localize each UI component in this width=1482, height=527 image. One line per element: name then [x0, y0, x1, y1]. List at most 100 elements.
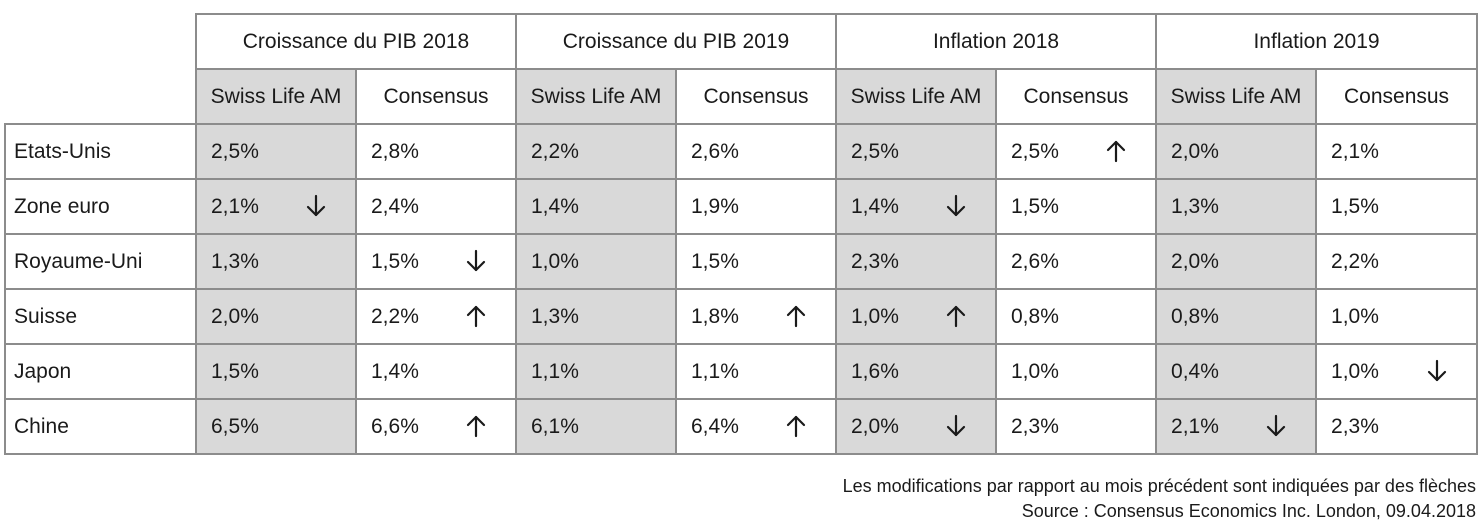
- value-text: 1,3%: [1171, 194, 1219, 218]
- value-text: 1,1%: [691, 359, 739, 383]
- sub-header-row: Swiss Life AM Consensus Swiss Life AM Co…: [5, 68, 1479, 125]
- sub-header-consensus: Consensus: [675, 68, 837, 125]
- arrow-up-icon: [466, 415, 486, 438]
- sub-header-swisslife: Swiss Life AM: [195, 68, 357, 125]
- value-text: 2,1%: [1171, 414, 1219, 438]
- value-cell: 1,9%: [675, 178, 837, 235]
- value-text: 1,3%: [531, 304, 579, 328]
- value-cell: 1,0%: [1315, 288, 1479, 345]
- value-text: 1,1%: [531, 359, 579, 383]
- value-cell: 2,2%: [355, 288, 517, 345]
- footnotes: Les modifications par rapport au mois pr…: [843, 474, 1476, 524]
- table-row: Japon 1,5% 1,4% 1,1% 1,1% 1,6% 1,0% 0,4% 1,0%: [4, 343, 1479, 400]
- value-text: 2,3%: [1011, 414, 1059, 438]
- arrow-down-icon: [466, 249, 486, 272]
- value-cell: 6,5%: [195, 398, 357, 455]
- row-label: Japon: [4, 343, 197, 400]
- forecast-table: Croissance du PIB 2018 Croissance du PIB…: [4, 13, 1479, 455]
- row-label: Suisse: [4, 288, 197, 345]
- value-text: 2,0%: [851, 414, 899, 438]
- value-cell: 1,0%: [994, 343, 1158, 400]
- value-text: 6,6%: [371, 414, 419, 438]
- group-header: Croissance du PIB 2018: [195, 13, 517, 70]
- sub-header-consensus: Consensus: [355, 68, 517, 125]
- value-text: 1,4%: [851, 194, 899, 218]
- row-label: Royaume-Uni: [4, 233, 197, 290]
- arrow-down-icon: [946, 194, 966, 217]
- value-cell: 2,3%: [835, 233, 997, 290]
- value-cell: 1,5%: [675, 233, 837, 290]
- value-cell: 2,5%: [994, 123, 1158, 180]
- table-row: Chine 6,5% 6,6% 6,1% 6,4% 2,0% 2,3% 2,1% 2,3%: [4, 398, 1479, 455]
- value-text: 6,5%: [211, 414, 259, 438]
- value-cell: 1,5%: [195, 343, 357, 400]
- value-text: 0,8%: [1011, 304, 1059, 328]
- value-cell: 1,0%: [835, 288, 997, 345]
- arrow-note: Les modifications par rapport au mois pr…: [842, 476, 1476, 496]
- row-label: Chine: [4, 398, 197, 455]
- row-label: Zone euro: [4, 178, 197, 235]
- value-text: 1,3%: [211, 249, 259, 273]
- arrow-up-icon: [946, 305, 966, 328]
- value-text: 2,6%: [691, 139, 739, 163]
- sub-header-consensus: Consensus: [1315, 68, 1479, 125]
- value-cell: 0,4%: [1155, 343, 1318, 400]
- value-cell: 1,1%: [515, 343, 677, 400]
- value-cell: 2,1%: [195, 178, 357, 235]
- arrow-up-icon: [1106, 140, 1126, 163]
- value-cell: 1,0%: [515, 233, 677, 290]
- value-cell: 6,6%: [355, 398, 517, 455]
- arrow-up-icon: [786, 415, 806, 438]
- arrow-up-icon: [786, 305, 806, 328]
- value-text: 2,2%: [1331, 249, 1379, 273]
- sub-header-swisslife: Swiss Life AM: [515, 68, 677, 125]
- value-cell: 2,0%: [195, 288, 357, 345]
- table-row: Suisse 2,0% 2,2% 1,3% 1,8% 1,0% 0,8% 0,8% 1,0%: [4, 288, 1479, 345]
- value-text: 2,5%: [1011, 139, 1059, 163]
- value-cell: 6,1%: [515, 398, 677, 455]
- value-text: 2,5%: [211, 139, 259, 163]
- sub-header-consensus: Consensus: [994, 68, 1158, 125]
- value-text: 2,3%: [1331, 414, 1379, 438]
- group-header: Inflation 2019: [1155, 13, 1479, 70]
- sub-header-swisslife: Swiss Life AM: [1155, 68, 1318, 125]
- value-cell: 1,4%: [355, 343, 517, 400]
- value-cell: 2,1%: [1155, 398, 1318, 455]
- value-cell: 1,0%: [1315, 343, 1479, 400]
- value-cell: 2,6%: [994, 233, 1158, 290]
- value-cell: 1,4%: [515, 178, 677, 235]
- value-cell: 2,0%: [1155, 123, 1318, 180]
- value-text: 2,6%: [1011, 249, 1059, 273]
- value-cell: 6,4%: [675, 398, 837, 455]
- value-text: 2,1%: [211, 194, 259, 218]
- value-text: 2,2%: [371, 304, 419, 328]
- value-text: 1,9%: [691, 194, 739, 218]
- table-row: Royaume-Uni 1,3% 1,5% 1,0% 1,5% 2,3% 2,6% 2,0% 2…: [4, 233, 1479, 290]
- value-text: 1,4%: [371, 359, 419, 383]
- value-text: 1,5%: [1011, 194, 1059, 218]
- arrow-down-icon: [306, 194, 326, 217]
- value-cell: 2,5%: [195, 123, 357, 180]
- arrow-down-icon: [946, 414, 966, 437]
- value-text: 2,8%: [371, 139, 419, 163]
- value-cell: 2,6%: [675, 123, 837, 180]
- value-text: 1,5%: [691, 249, 739, 273]
- value-text: 2,5%: [851, 139, 899, 163]
- value-cell: 1,4%: [835, 178, 997, 235]
- value-cell: 2,3%: [994, 398, 1158, 455]
- value-cell: 2,4%: [355, 178, 517, 235]
- value-text: 1,0%: [1331, 359, 1379, 383]
- table-body: Etats-Unis 2,5% 2,8% 2,2% 2,6% 2,5% 2,5% 2,0% 2,…: [4, 123, 1479, 455]
- value-cell: 0,8%: [1155, 288, 1318, 345]
- arrow-up-icon: [466, 305, 486, 328]
- value-text: 2,0%: [1171, 139, 1219, 163]
- value-text: 6,4%: [691, 414, 739, 438]
- arrow-down-icon: [1266, 414, 1286, 437]
- table-row: Zone euro 2,1% 2,4% 1,4% 1,9% 1,4% 1,5% 1,3% 1,5…: [4, 178, 1479, 235]
- value-text: 2,0%: [211, 304, 259, 328]
- value-text: 1,8%: [691, 304, 739, 328]
- value-cell: 1,3%: [515, 288, 677, 345]
- value-text: 0,8%: [1171, 304, 1219, 328]
- value-cell: 2,2%: [515, 123, 677, 180]
- value-cell: 1,5%: [994, 178, 1158, 235]
